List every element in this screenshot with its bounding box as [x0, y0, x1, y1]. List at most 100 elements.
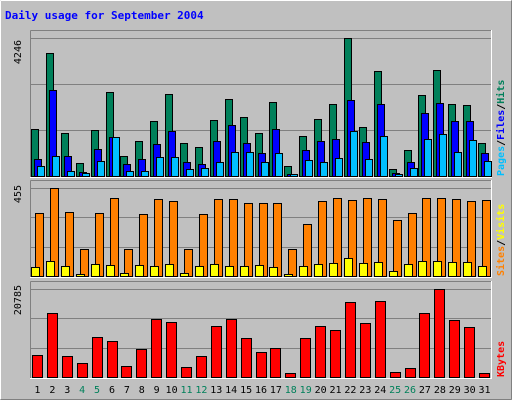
legend-entry-files: Files — [495, 110, 507, 140]
legend-entry-sites: Sites — [495, 246, 507, 276]
x-tick-label: 15 — [240, 385, 252, 396]
bar-visits-day-16 — [255, 265, 264, 277]
bar-visits-day-3 — [61, 266, 70, 277]
bar-pages-day-2 — [52, 156, 60, 177]
x-tick-label: 24 — [374, 385, 386, 396]
bar-pages-day-11 — [186, 169, 194, 177]
panel-middle: 455 — [13, 180, 492, 278]
x-tick-label: 22 — [344, 385, 356, 396]
bar-pages-day-1 — [37, 166, 45, 177]
bar-kbytes-day-30 — [464, 327, 475, 378]
bar-kbytes-day-24 — [375, 301, 386, 378]
bar-sites-day-15 — [244, 203, 253, 277]
panel-bottom: 20785 — [13, 281, 492, 379]
bar-visits-day-20 — [314, 264, 323, 277]
bar-kbytes-day-11 — [181, 367, 192, 378]
bar-kbytes-day-19 — [300, 338, 311, 378]
bar-pages-day-18 — [290, 174, 298, 177]
bar-visits-day-23 — [359, 263, 368, 277]
bar-kbytes-day-15 — [241, 338, 252, 378]
bar-pages-day-14 — [231, 152, 239, 177]
x-tick-label: 18 — [285, 385, 297, 396]
bar-visits-day-6 — [106, 265, 115, 277]
bar-visits-day-15 — [240, 266, 249, 277]
bar-pages-day-5 — [97, 161, 105, 177]
bar-visits-day-24 — [374, 262, 383, 277]
bar-kbytes-day-23 — [360, 323, 371, 378]
x-tick-label: 21 — [329, 385, 341, 396]
bar-kbytes-day-9 — [151, 319, 162, 378]
bar-kbytes-day-10 — [166, 322, 177, 378]
x-tick-label: 25 — [389, 385, 401, 396]
bar-sites-day-11 — [184, 249, 193, 277]
bar-pages-day-24 — [380, 136, 388, 177]
bar-visits-day-18 — [284, 274, 293, 277]
bar-kbytes-day-25 — [390, 372, 401, 378]
bar-kbytes-day-7 — [121, 366, 132, 378]
x-tick-label: 27 — [419, 385, 431, 396]
legend-entry-pages: Pages — [496, 146, 507, 176]
bar-kbytes-day-21 — [330, 330, 341, 378]
bar-pages-day-16 — [261, 162, 269, 177]
legend-top: Pages/Files/Hits — [495, 80, 507, 176]
x-tick-label: 5 — [94, 385, 100, 396]
legend-separator: / — [496, 240, 507, 246]
bar-sites-day-17 — [273, 203, 282, 277]
bar-kbytes-day-3 — [62, 356, 73, 378]
bar-visits-day-5 — [91, 264, 100, 277]
bar-kbytes-day-17 — [270, 348, 281, 378]
y-max-label-bottom: 20785 — [13, 285, 24, 315]
bar-pages-day-30 — [469, 140, 477, 177]
bar-pages-day-10 — [171, 157, 179, 177]
bar-pages-day-12 — [201, 168, 209, 177]
y-max-label-top: 4246 — [13, 40, 24, 64]
bar-visits-day-10 — [165, 264, 174, 277]
bar-sites-day-25 — [393, 220, 402, 277]
x-tick-label: 16 — [255, 385, 267, 396]
legend-bottom: KBytes — [496, 341, 507, 377]
bar-sites-day-18 — [288, 249, 297, 277]
bar-kbytes-day-8 — [136, 349, 147, 378]
bar-pages-day-19 — [305, 160, 313, 177]
bar-kbytes-day-26 — [405, 368, 416, 378]
bar-kbytes-day-13 — [211, 326, 222, 378]
x-tick-label: 3 — [64, 385, 70, 396]
bar-pages-day-3 — [67, 171, 75, 177]
bar-visits-day-8 — [135, 265, 144, 277]
bar-kbytes-day-29 — [449, 320, 460, 378]
bar-pages-day-17 — [275, 153, 283, 177]
bar-visits-day-2 — [46, 261, 55, 277]
bar-visits-day-22 — [344, 258, 353, 277]
bar-visits-day-7 — [120, 273, 129, 277]
x-tick-label: 13 — [210, 385, 222, 396]
bar-visits-day-30 — [463, 262, 472, 277]
legend-entry-kbytes: KBytes — [496, 341, 507, 377]
bar-kbytes-day-16 — [256, 352, 267, 378]
bar-kbytes-day-4 — [77, 363, 88, 378]
bar-kbytes-day-22 — [345, 302, 356, 378]
bar-sites-day-14 — [229, 199, 238, 277]
bar-pages-day-23 — [365, 159, 373, 177]
x-tick-label: 4 — [79, 385, 85, 396]
bar-pages-day-6 — [112, 137, 120, 177]
bar-visits-day-19 — [299, 266, 308, 277]
bar-visits-day-28 — [433, 261, 442, 277]
bar-kbytes-day-2 — [47, 313, 58, 378]
bar-pages-day-22 — [350, 131, 358, 177]
bar-pages-day-7 — [126, 171, 134, 177]
x-tick-label: 17 — [270, 385, 282, 396]
bar-pages-day-27 — [424, 139, 432, 177]
bar-pages-day-8 — [141, 171, 149, 177]
x-tick-label: 12 — [195, 385, 207, 396]
bar-visits-day-17 — [269, 267, 278, 277]
bar-kbytes-day-14 — [226, 319, 237, 378]
x-tick-label: 26 — [404, 385, 416, 396]
bar-pages-day-26 — [410, 168, 418, 177]
bar-sites-day-7 — [124, 249, 133, 277]
bar-visits-day-27 — [418, 261, 427, 277]
bar-kbytes-day-31 — [479, 373, 490, 378]
bar-kbytes-day-12 — [196, 356, 207, 378]
legend-separator: / — [496, 104, 507, 110]
bar-sites-day-4 — [80, 249, 89, 277]
